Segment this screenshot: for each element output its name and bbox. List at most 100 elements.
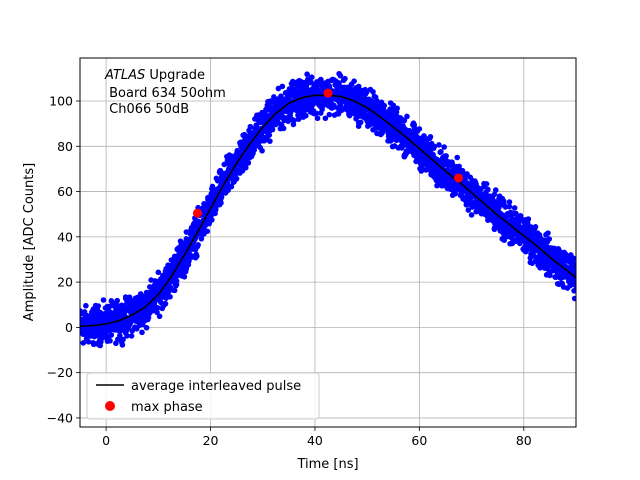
data-point xyxy=(291,117,297,124)
max-phase-point xyxy=(323,88,333,98)
data-point xyxy=(181,273,188,280)
data-point xyxy=(363,89,370,96)
data-point xyxy=(156,313,163,320)
data-point xyxy=(198,235,205,242)
data-point xyxy=(280,125,287,132)
y-tick-label: 0 xyxy=(65,320,73,335)
data-point xyxy=(401,117,408,124)
data-point xyxy=(143,324,150,331)
y-tick-label: 40 xyxy=(57,229,73,244)
data-point xyxy=(547,272,553,279)
data-point xyxy=(357,119,364,126)
data-point xyxy=(271,94,277,100)
data-point xyxy=(322,115,329,122)
data-point xyxy=(399,143,406,149)
data-point xyxy=(83,302,89,309)
x-tick-label: 40 xyxy=(307,433,323,448)
data-point xyxy=(194,253,200,259)
data-point xyxy=(279,83,286,90)
data-point xyxy=(525,216,532,222)
data-point xyxy=(326,111,333,118)
data-point xyxy=(441,144,447,150)
data-point xyxy=(571,255,576,262)
data-point xyxy=(483,181,490,187)
y-tick-label: 80 xyxy=(57,139,73,154)
data-point xyxy=(546,236,553,242)
data-point xyxy=(406,127,413,134)
data-point xyxy=(511,205,518,211)
data-point xyxy=(381,102,387,109)
data-point xyxy=(545,230,551,236)
data-point xyxy=(204,228,211,235)
data-point xyxy=(351,78,357,84)
annotation-channel: Ch066 50dB xyxy=(105,102,189,117)
data-point xyxy=(259,147,265,154)
legend: average interleaved pulse max phase xyxy=(86,372,320,420)
max-phase-point xyxy=(192,208,202,218)
data-point xyxy=(485,186,491,193)
data-point xyxy=(355,83,362,90)
y-tick-label: 60 xyxy=(57,184,73,199)
data-point xyxy=(95,303,102,309)
data-point xyxy=(155,269,162,276)
data-point xyxy=(314,115,321,122)
data-point xyxy=(314,84,320,91)
data-point xyxy=(506,199,513,205)
data-point xyxy=(438,148,444,155)
data-point xyxy=(491,191,498,198)
data-point xyxy=(506,203,513,210)
data-point xyxy=(439,182,446,189)
data-point xyxy=(394,105,400,112)
data-point xyxy=(465,207,472,213)
max-phase-point xyxy=(454,173,464,183)
x-tick-label: 20 xyxy=(203,433,219,448)
data-point xyxy=(573,262,576,269)
data-point xyxy=(228,183,235,190)
data-point xyxy=(573,286,576,293)
data-point xyxy=(295,116,302,122)
data-point xyxy=(404,113,410,120)
annotation: ATLAS Upgrade Board 634 50ohm Ch066 50dB xyxy=(104,68,226,117)
data-point xyxy=(443,153,449,159)
legend-label-max-phase: max phase xyxy=(131,400,203,415)
data-point xyxy=(85,339,92,345)
data-point xyxy=(572,280,576,286)
legend-marker-max-phase xyxy=(105,401,115,411)
data-point xyxy=(139,329,145,336)
data-point xyxy=(128,333,135,339)
svg-text:ATLAS Upgrade: ATLAS Upgrade xyxy=(104,68,205,83)
data-point xyxy=(492,187,499,193)
y-tick-label: 20 xyxy=(57,275,73,290)
data-point xyxy=(80,340,87,346)
data-point xyxy=(233,175,240,182)
data-point xyxy=(468,212,475,218)
data-point xyxy=(124,333,130,339)
data-point xyxy=(100,297,107,303)
data-point xyxy=(318,76,324,83)
data-point xyxy=(390,102,397,109)
x-tick-label: 60 xyxy=(411,433,427,448)
data-point xyxy=(154,305,161,311)
data-point xyxy=(266,132,273,138)
data-point xyxy=(452,190,459,197)
data-point xyxy=(218,200,224,206)
y-tick-label: −40 xyxy=(47,410,73,425)
data-point xyxy=(303,112,309,119)
data-point xyxy=(454,154,461,161)
data-point xyxy=(267,138,273,144)
data-point xyxy=(108,332,115,338)
data-point xyxy=(342,75,348,82)
annotation-atlas: ATLAS xyxy=(104,68,145,83)
y-tick-label: −20 xyxy=(47,365,73,380)
x-axis-title: Time [ns] xyxy=(296,457,358,472)
data-point xyxy=(513,210,519,217)
data-point xyxy=(304,71,310,78)
data-point xyxy=(245,160,252,166)
x-tick-label: 80 xyxy=(516,433,532,448)
data-point xyxy=(242,164,249,171)
data-point xyxy=(436,142,442,148)
data-point xyxy=(119,342,126,348)
data-point xyxy=(303,82,310,89)
y-tick-label: 100 xyxy=(49,94,73,109)
